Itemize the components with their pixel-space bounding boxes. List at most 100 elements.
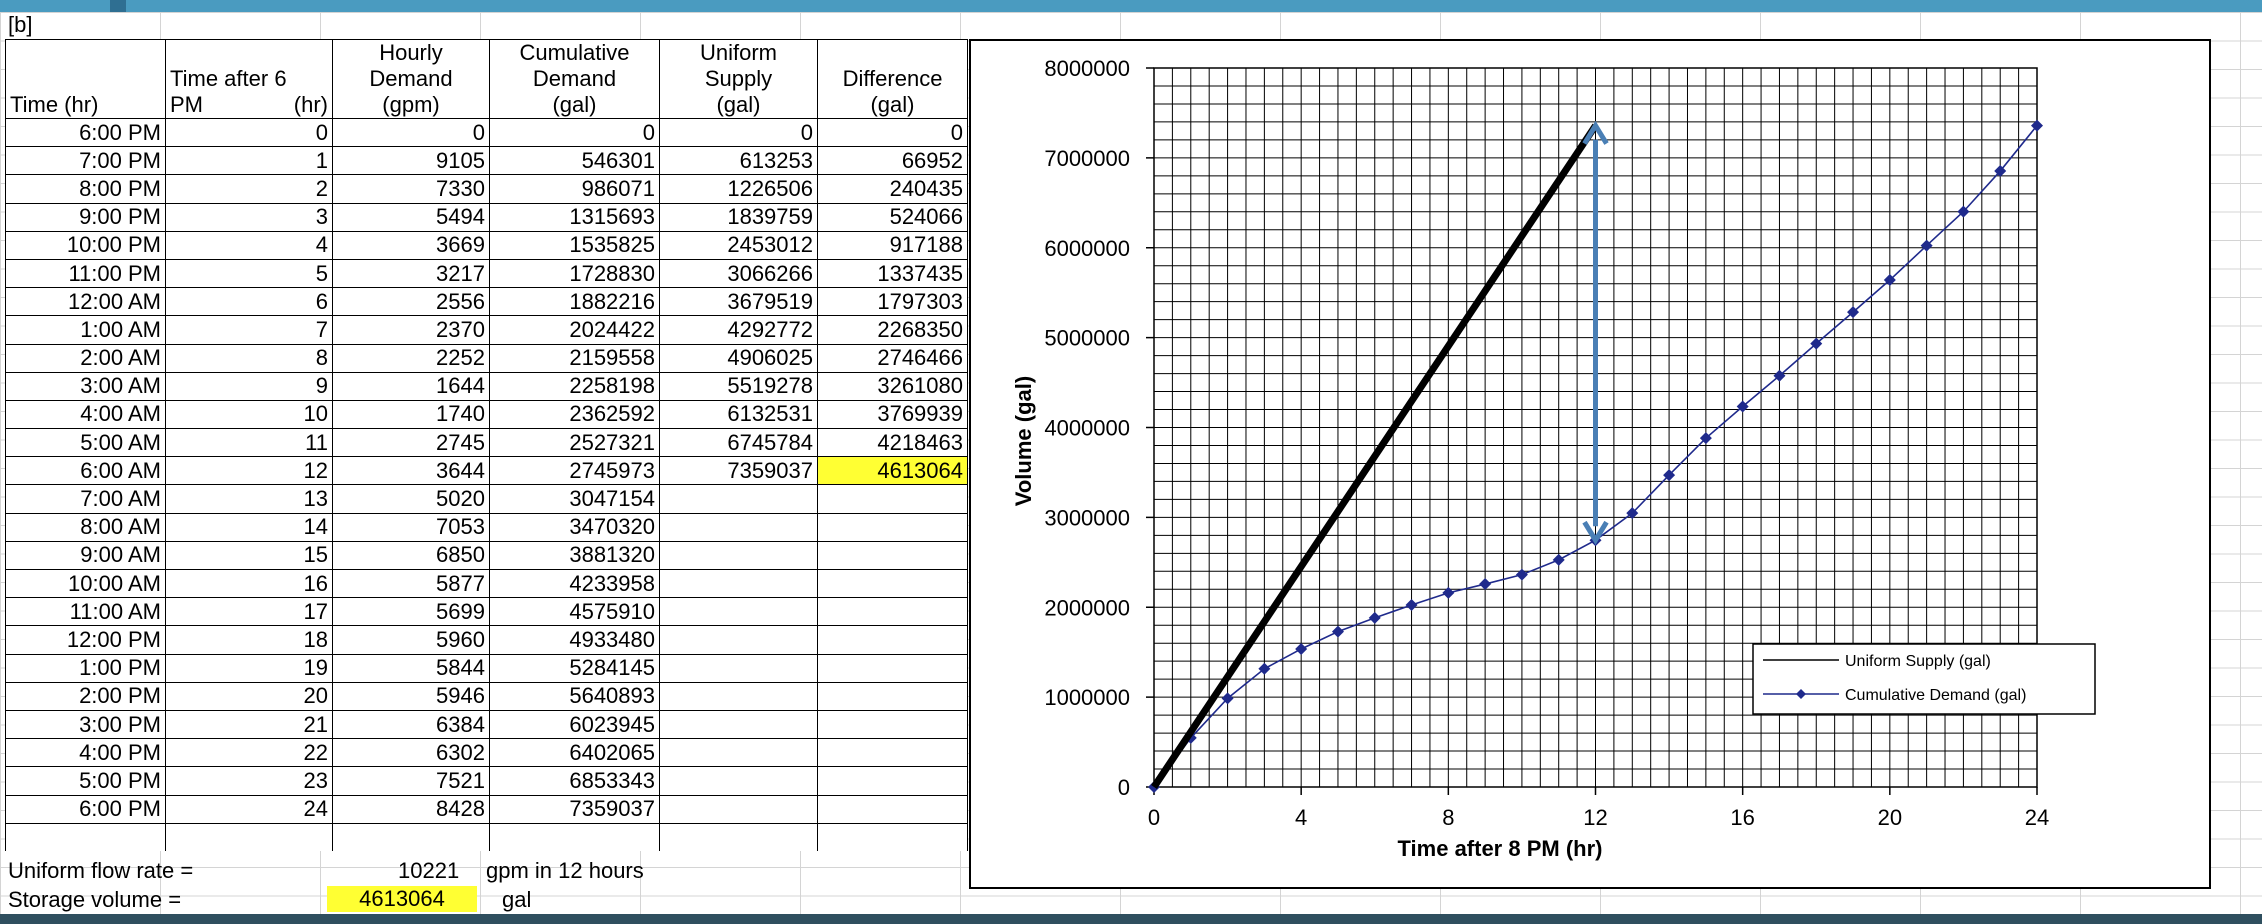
table-cell[interactable]: 3:00 PM	[5, 709, 166, 740]
table-cell[interactable]	[659, 484, 818, 514]
table-cell[interactable]: 986071	[489, 174, 660, 204]
table-cell[interactable]: 0	[489, 117, 660, 148]
column-header[interactable]: Time (hr)	[5, 39, 166, 119]
table-cell[interactable]	[659, 568, 818, 599]
table-cell[interactable]	[659, 625, 818, 655]
table-cell[interactable]: 5284145	[489, 653, 660, 683]
table-cell[interactable]: 12	[165, 456, 333, 486]
table-cell[interactable]: 2:00 AM	[5, 343, 166, 373]
table-cell[interactable]: 3261080	[817, 371, 968, 401]
table-cell[interactable]: 5519278	[659, 371, 818, 401]
table-cell[interactable]	[659, 794, 818, 824]
table-cell[interactable]: 240435	[817, 174, 968, 204]
table-cell[interactable]	[659, 709, 818, 740]
table-cell[interactable]: 2159558	[489, 343, 660, 373]
table-cell[interactable]: 3047154	[489, 484, 660, 514]
table-cell[interactable]: 1839759	[659, 202, 818, 232]
table-cell[interactable]: 5844	[332, 653, 490, 683]
table-cell[interactable]: 3470320	[489, 512, 660, 542]
table-cell[interactable]: 3	[165, 202, 333, 232]
table-cell[interactable]: 23	[165, 766, 333, 796]
table-cell[interactable]: 2745	[332, 428, 490, 458]
column-header[interactable]: Difference (gal)	[817, 39, 968, 119]
table-cell[interactable]: 546301	[489, 146, 660, 176]
flow-value[interactable]: 10221	[398, 858, 460, 883]
table-cell[interactable]: 3217	[332, 258, 490, 289]
table-cell[interactable]: 66952	[817, 146, 968, 176]
table-cell[interactable]: 3:00 AM	[5, 371, 166, 401]
table-cell[interactable]: 1797303	[817, 287, 968, 317]
table-cell[interactable]	[817, 653, 968, 683]
table-cell[interactable]: 0	[659, 117, 818, 148]
table-cell[interactable]: 5:00 PM	[5, 766, 166, 796]
table-cell[interactable]	[817, 709, 968, 740]
table-cell[interactable]	[659, 653, 818, 683]
table-cell[interactable]	[817, 597, 968, 627]
table-cell[interactable]: 3769939	[817, 399, 968, 430]
table-cell[interactable]: 10	[165, 399, 333, 430]
table-cell[interactable]	[332, 822, 490, 851]
table-cell[interactable]: 6:00 AM	[5, 456, 166, 486]
table-cell[interactable]: 0	[165, 117, 333, 148]
table-cell[interactable]: 11:00 PM	[5, 258, 166, 289]
table-cell[interactable]: 2362592	[489, 399, 660, 430]
table-cell[interactable]	[817, 625, 968, 655]
table-cell[interactable]: 6:00 PM	[5, 117, 166, 148]
table-cell[interactable]: 5960	[332, 625, 490, 655]
column-header[interactable]: Uniform Supply (gal)	[659, 39, 818, 119]
table-cell[interactable]: 9:00 AM	[5, 540, 166, 571]
table-cell[interactable]: 4906025	[659, 343, 818, 373]
table-cell[interactable]: 1:00 AM	[5, 315, 166, 345]
table-cell[interactable]: 2745973	[489, 456, 660, 486]
table-cell[interactable]: 2252	[332, 343, 490, 373]
table-cell[interactable]: 7330	[332, 174, 490, 204]
table-cell[interactable]: 7:00 AM	[5, 484, 166, 514]
table-cell[interactable]: 13	[165, 484, 333, 514]
table-cell[interactable]	[659, 738, 818, 768]
table-cell[interactable]: 22	[165, 738, 333, 768]
table-cell[interactable]: 4613064	[817, 456, 968, 486]
table-cell[interactable]	[817, 766, 968, 796]
table-cell[interactable]: 2527321	[489, 428, 660, 458]
table-cell[interactable]: 4218463	[817, 428, 968, 458]
table-cell[interactable]	[817, 484, 968, 514]
table-cell[interactable]	[817, 822, 968, 851]
chart-area[interactable]: 0 1000000 2000000 3000000 4000000 5000000 6000…	[969, 39, 2211, 889]
table-cell[interactable]: 6402065	[489, 738, 660, 768]
table-cell[interactable]: 12:00 AM	[5, 287, 166, 317]
table-cell[interactable]: 4:00 PM	[5, 738, 166, 768]
table-cell[interactable]: 4233958	[489, 568, 660, 599]
table-cell[interactable]	[659, 540, 818, 571]
table-cell[interactable]: 4:00 AM	[5, 399, 166, 430]
table-cell[interactable]: 1644	[332, 371, 490, 401]
table-cell[interactable]: 4292772	[659, 315, 818, 345]
table-cell[interactable]: 1:00 PM	[5, 653, 166, 683]
table-cell[interactable]: 6023945	[489, 709, 660, 740]
table-cell[interactable]: 917188	[817, 230, 968, 260]
table-cell[interactable]: 7521	[332, 766, 490, 796]
table-cell[interactable]: 1740	[332, 399, 490, 430]
table-cell[interactable]: 8:00 PM	[5, 174, 166, 204]
column-header[interactable]: Hourly Demand (gpm)	[332, 39, 490, 119]
table-cell[interactable]: 0	[332, 117, 490, 148]
table-cell[interactable]: 1535825	[489, 230, 660, 260]
table-cell[interactable]: 2556	[332, 287, 490, 317]
table-cell[interactable]: 14	[165, 512, 333, 542]
table-cell[interactable]	[165, 822, 333, 851]
table-cell[interactable]: 7:00 PM	[5, 146, 166, 176]
table-cell[interactable]: 10:00 PM	[5, 230, 166, 260]
table-cell[interactable]: 6132531	[659, 399, 818, 430]
table-cell[interactable]	[817, 794, 968, 824]
table-cell[interactable]: 12:00 PM	[5, 625, 166, 655]
table-cell[interactable]: 18	[165, 625, 333, 655]
table-cell[interactable]: 17	[165, 597, 333, 627]
table-cell[interactable]: 5494	[332, 202, 490, 232]
table-cell[interactable]	[489, 822, 660, 851]
table-cell[interactable]: 20	[165, 681, 333, 711]
table-cell[interactable]: 2453012	[659, 230, 818, 260]
table-cell[interactable]: 5699	[332, 597, 490, 627]
table-cell[interactable]: 11:00 AM	[5, 597, 166, 627]
table-cell[interactable]: 6745784	[659, 428, 818, 458]
table-cell[interactable]: 15	[165, 540, 333, 571]
table-cell[interactable]: 5877	[332, 568, 490, 599]
